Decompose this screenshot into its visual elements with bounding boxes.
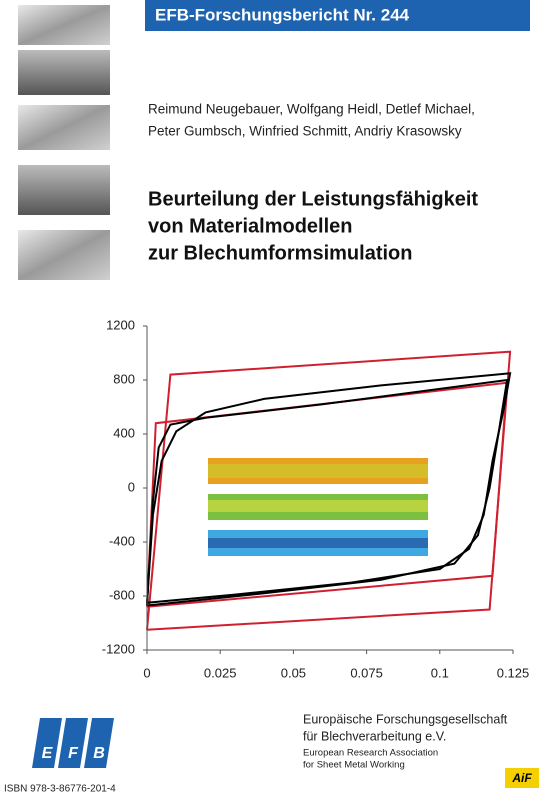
aif-text: AiF bbox=[511, 771, 532, 785]
thumbnails bbox=[18, 5, 110, 280]
title: zur Blechumformsimulation bbox=[148, 242, 412, 264]
y-tick-label: -400 bbox=[109, 533, 135, 548]
thumbnail bbox=[18, 50, 110, 95]
logo-letter: F bbox=[68, 745, 79, 762]
x-tick-label: 0.025 bbox=[204, 665, 237, 680]
logo-letter: E bbox=[42, 745, 54, 762]
publisher: für Blechverarbeitung e.V. bbox=[303, 729, 446, 743]
title: Beurteilung der Leistungsfähigkeit bbox=[148, 188, 478, 210]
x-tick-label: 0.1 bbox=[431, 665, 449, 680]
publisher: for Sheet Metal Working bbox=[303, 760, 405, 771]
authors: Reimund Neugebauer, Wolfgang Heidl, Detl… bbox=[148, 102, 475, 117]
publisher: European Research Association bbox=[303, 748, 438, 759]
y-tick-label: 0 bbox=[128, 479, 135, 494]
inset-image bbox=[208, 538, 428, 548]
y-tick-label: 800 bbox=[113, 371, 135, 386]
aif-logo bbox=[505, 768, 539, 788]
curve bbox=[146, 378, 509, 607]
inset-image bbox=[208, 464, 428, 478]
inset-images bbox=[208, 458, 428, 556]
x-tick-label: 0.075 bbox=[350, 665, 383, 680]
logo-block bbox=[32, 718, 62, 768]
thumbnail bbox=[18, 105, 110, 150]
y-tick-label: -800 bbox=[109, 587, 135, 602]
authors: Peter Gumbsch, Winfried Schmitt, Andriy … bbox=[148, 124, 462, 139]
header-bar bbox=[145, 0, 530, 31]
series-title: EFB-Forschungsbericht Nr. 244 bbox=[155, 5, 410, 24]
thumbnail bbox=[18, 5, 110, 45]
logo-letter: B bbox=[93, 745, 105, 762]
title: von Materialmodellen bbox=[148, 215, 353, 237]
chart: -1200 -800 -400 0 400 800 1200 0 0.025 0.05 0.075 0… bbox=[102, 317, 530, 680]
x-tick-label: 0.05 bbox=[281, 665, 306, 680]
thumbnail bbox=[18, 165, 110, 215]
inset-image bbox=[208, 500, 428, 512]
x-tick-label: 0 bbox=[143, 665, 150, 680]
isbn: ISBN 978-3-86776-201-4 bbox=[4, 784, 116, 795]
logo-block bbox=[58, 718, 88, 768]
x-tick-label: 0.125 bbox=[497, 665, 530, 680]
y-tick-label: -1200 bbox=[102, 641, 135, 656]
y-tick-label: 400 bbox=[113, 425, 135, 440]
thumbnail bbox=[18, 230, 110, 280]
logo-block bbox=[84, 718, 114, 768]
efb-logo: E F B bbox=[32, 718, 114, 768]
publisher: Europäische Forschungsgesellschaft bbox=[303, 712, 508, 726]
y-tick-label: 1200 bbox=[106, 317, 135, 332]
